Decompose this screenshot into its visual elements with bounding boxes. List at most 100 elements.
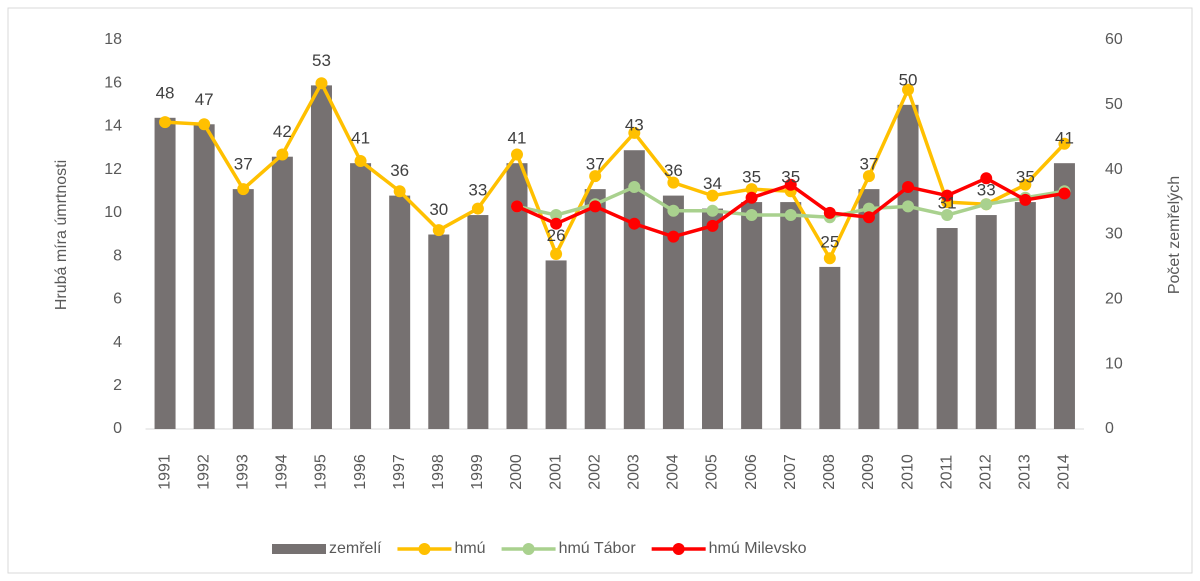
y2-tick-label: 10 (1105, 355, 1123, 372)
x-tick-label: 2014 (1056, 454, 1073, 490)
x-tick-label: 2009 (860, 454, 877, 490)
bar (310, 85, 332, 429)
x-tick-label: 2006 (743, 454, 760, 490)
x-tick-label: 1999 (469, 454, 486, 490)
y-tick-label: 0 (113, 420, 122, 437)
line-marker (823, 206, 836, 219)
y2-tick-label: 20 (1105, 291, 1123, 308)
line-marker (628, 180, 641, 193)
data-label: 50 (899, 70, 918, 89)
line-marker (315, 77, 328, 90)
bar (271, 156, 293, 429)
line-marker (667, 204, 680, 217)
line-marker (237, 183, 250, 196)
line-marker (393, 185, 406, 198)
x-tick-label: 1995 (313, 454, 330, 490)
line-marker (823, 252, 836, 265)
data-label: 31 (938, 194, 957, 213)
line-marker (628, 126, 641, 139)
data-label: 41 (1055, 129, 1074, 148)
line-marker (745, 191, 758, 204)
x-tick-label: 2008 (821, 454, 838, 490)
y-tick-label: 16 (104, 74, 122, 91)
line-marker (862, 202, 875, 215)
line-marker (550, 247, 563, 260)
bar (584, 189, 606, 429)
line-marker (432, 224, 445, 237)
x-tick-label: 2003 (626, 454, 643, 490)
line-marker (745, 209, 758, 222)
data-label: 33 (977, 181, 996, 200)
bar (897, 104, 919, 429)
bar (662, 195, 684, 429)
data-label: 35 (781, 168, 800, 187)
x-tick-label: 2013 (1017, 454, 1034, 490)
bar (1053, 163, 1075, 429)
x-tick-label: 1992 (195, 454, 212, 490)
legend-label: zemřelí (329, 540, 382, 557)
data-label: 34 (703, 174, 722, 193)
bar (467, 215, 489, 429)
data-label: 37 (586, 155, 605, 174)
bar (741, 202, 763, 429)
y-tick-label: 10 (104, 204, 122, 221)
x-tick-label: 2010 (899, 454, 916, 490)
line-marker (706, 219, 719, 232)
data-label: 48 (156, 83, 175, 102)
data-label: 33 (468, 181, 487, 200)
line-marker (198, 118, 211, 131)
line-marker (862, 170, 875, 183)
line-marker (159, 116, 172, 129)
bar (389, 195, 411, 429)
line-marker (902, 180, 915, 193)
bar (506, 163, 528, 429)
bar (858, 189, 880, 429)
y-tick-label: 12 (104, 161, 122, 178)
data-label: 37 (859, 155, 878, 174)
data-label: 30 (429, 200, 448, 219)
line-marker (510, 200, 523, 213)
line-marker (550, 209, 563, 222)
line-marker (902, 83, 915, 96)
bar (1014, 202, 1036, 429)
x-tick-label: 2011 (938, 455, 955, 490)
legend-swatch (418, 543, 431, 555)
line-marker (589, 200, 602, 213)
line-marker (706, 189, 719, 202)
data-label: 36 (390, 161, 409, 180)
bar (780, 202, 802, 429)
bar (350, 163, 372, 429)
line-marker (706, 204, 719, 217)
bar (193, 124, 215, 430)
line-marker (941, 189, 954, 202)
x-tick-label: 2001 (547, 454, 564, 490)
line-marker (550, 217, 563, 230)
x-tick-label: 2012 (977, 454, 994, 490)
line-marker (784, 178, 797, 191)
line (164, 79, 1066, 263)
line-marker (1019, 178, 1032, 191)
legend-label: hmú Milevsko (709, 540, 807, 557)
x-tick-label: 1997 (391, 454, 408, 490)
data-label: 36 (664, 161, 683, 180)
line-marker (628, 217, 641, 230)
x-tick-label: 1991 (156, 454, 173, 490)
x-tick-label: 1996 (352, 454, 369, 490)
line-marker (667, 230, 680, 243)
y-tick-label: 8 (113, 247, 122, 264)
legend-label: hmú Tábor (559, 540, 637, 557)
line-marker (276, 148, 289, 161)
x-tick-label: 1994 (274, 454, 291, 490)
y2-tick-label: 0 (1105, 420, 1114, 437)
bar (975, 215, 997, 429)
legend-swatch (272, 544, 326, 554)
y2-tick-label: 30 (1105, 226, 1123, 243)
line-marker (745, 183, 758, 196)
y-tick-label: 14 (104, 118, 122, 135)
data-label: 41 (351, 129, 370, 148)
line-marker (354, 155, 367, 168)
y-tick-label: 2 (113, 377, 122, 394)
x-tick-label: 2002 (586, 454, 603, 490)
data-label: 47 (195, 90, 214, 109)
x-tick-label: 1998 (430, 454, 447, 490)
